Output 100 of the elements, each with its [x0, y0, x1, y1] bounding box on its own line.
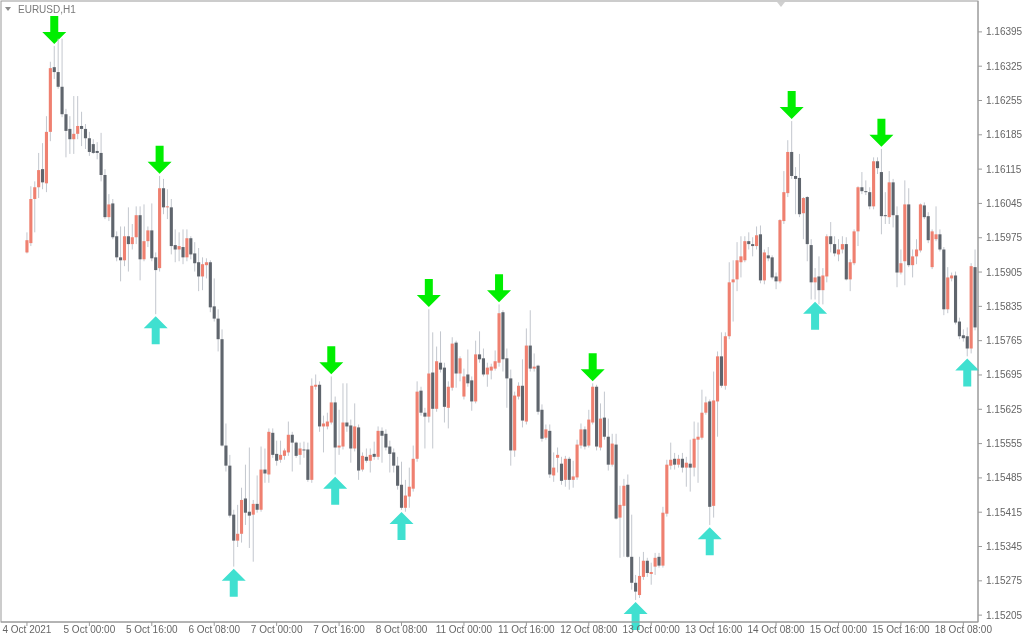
x-tick-label: 18 Oct 08:00 — [934, 624, 993, 635]
y-tick-label: 1.16045 — [986, 197, 1023, 209]
candlestick — [528, 309, 532, 373]
x-tick-label: 6 Oct 08:00 — [188, 624, 241, 635]
candlestick — [567, 456, 571, 491]
candlestick — [360, 451, 365, 473]
candlestick — [965, 326, 969, 357]
candlestick — [801, 196, 805, 240]
candlestick — [532, 352, 536, 373]
x-tick-label: 15 Oct 00:00 — [809, 624, 868, 635]
y-tick-label: 1.15485 — [986, 472, 1023, 484]
candlestick — [399, 461, 404, 511]
candlestick — [622, 478, 626, 558]
x-tick-label: 7 Oct 16:00 — [313, 624, 366, 635]
y-tick-label: 1.15345 — [986, 541, 1023, 553]
candlestick — [829, 221, 833, 253]
candlestick — [142, 203, 146, 262]
candlestick — [583, 425, 587, 450]
candlestick — [83, 123, 88, 150]
candlestick — [189, 235, 193, 260]
candlestick — [76, 95, 80, 140]
candlestick — [556, 447, 560, 474]
point — [779, 90, 804, 119]
y-tick-label: 1.16255 — [986, 95, 1023, 106]
candlestick — [470, 375, 474, 412]
candlestick — [263, 447, 267, 484]
x-tick-label: 5 Oct 00:00 — [63, 624, 116, 635]
x-tick-label: 7 Oct 00:00 — [250, 624, 303, 635]
candlestick — [37, 152, 41, 199]
point — [42, 15, 67, 44]
candlestick — [41, 142, 45, 190]
candlestick — [286, 421, 290, 457]
candlestick — [290, 431, 294, 473]
point — [869, 118, 894, 147]
candlestick — [243, 464, 247, 526]
x-tick-label: 4 Oct 2021 — [2, 624, 52, 635]
candlestick — [544, 423, 548, 441]
x-tick-label: 13 Oct 16:00 — [685, 624, 743, 635]
x-tick-label: 15 Oct 16:00 — [872, 624, 930, 635]
y-tick-label: 1.15625 — [986, 403, 1023, 415]
point — [147, 145, 172, 174]
candlestick — [255, 474, 259, 514]
point — [697, 527, 722, 556]
candlestick — [236, 504, 240, 548]
candlestick — [368, 447, 372, 474]
candlestick — [833, 235, 837, 257]
candlestick — [563, 455, 567, 488]
candlestick — [794, 166, 798, 215]
candlestick — [559, 456, 564, 486]
candlestick — [80, 111, 84, 147]
y-tick-label: 1.16115 — [986, 163, 1022, 175]
candlestick — [755, 225, 759, 250]
candlestick — [165, 188, 169, 220]
candlestick — [181, 228, 185, 265]
y-tick-label: 1.15695 — [986, 369, 1023, 381]
candlestick — [353, 402, 357, 452]
point — [323, 476, 348, 505]
candlestick — [185, 228, 189, 262]
y-tick-label: 1.15835 — [986, 300, 1023, 312]
point — [803, 301, 828, 330]
x-tick-label: 14 Oct 08:00 — [747, 624, 806, 635]
point — [487, 274, 512, 303]
point — [221, 568, 246, 597]
x-tick-label: 11 Oct 00:00 — [435, 624, 493, 635]
x-tick-label: 12 Oct 08:00 — [560, 624, 618, 635]
x-tick-label: 11 Oct 16:00 — [498, 624, 556, 635]
candlestick — [634, 574, 638, 601]
candlestick — [911, 249, 915, 278]
candlestick — [653, 552, 657, 576]
candlestick — [684, 456, 688, 488]
candlestick — [247, 447, 251, 549]
candlestick — [860, 171, 864, 195]
x-tick-label: 8 Oct 08:00 — [375, 624, 428, 635]
candlestick — [481, 348, 485, 377]
candlestick — [204, 257, 208, 279]
y-tick-label: 1.16325 — [986, 60, 1023, 72]
y-tick-label: 1.15555 — [986, 438, 1023, 450]
y-tick-label: 1.16185 — [986, 129, 1023, 141]
candlestick — [836, 238, 841, 262]
candlestick — [868, 186, 872, 210]
candlestick — [645, 557, 649, 578]
x-tick-label: 5 Oct 16:00 — [125, 624, 179, 635]
candlestick — [392, 447, 396, 474]
candlestick — [403, 479, 407, 513]
candlestick — [197, 247, 201, 292]
x-tick-label: 13 Oct 00:00 — [622, 624, 681, 635]
y-tick-label: 1.15415 — [986, 506, 1023, 518]
candlestick — [87, 131, 91, 157]
y-tick-label: 1.15275 — [986, 575, 1023, 587]
candlestick — [637, 556, 642, 599]
y-tick-label: 1.15975 — [986, 232, 1023, 244]
point — [389, 511, 414, 540]
candlestick — [602, 391, 606, 441]
point — [580, 353, 605, 382]
point — [416, 279, 441, 308]
candlestick — [107, 193, 111, 222]
candlestick — [372, 441, 376, 461]
candlestick — [298, 442, 302, 466]
y-tick-label: 1.15905 — [986, 266, 1023, 278]
point — [143, 316, 168, 345]
